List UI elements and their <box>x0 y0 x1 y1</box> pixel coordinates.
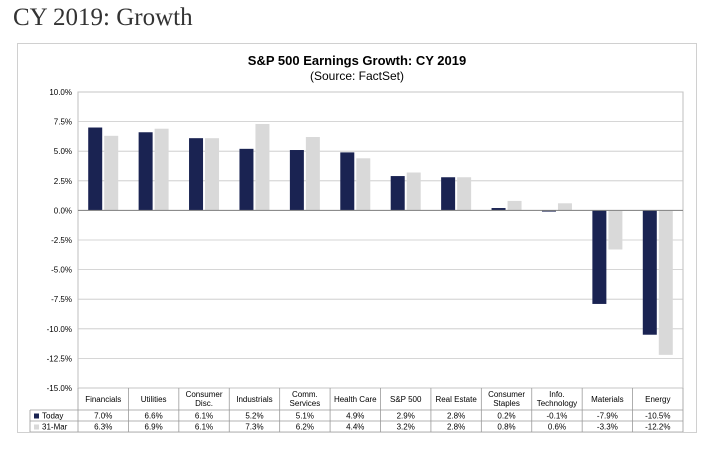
category-label: Energy <box>645 395 670 404</box>
y-tick-label: 7.5% <box>54 118 72 127</box>
category-label: Real Estate <box>435 395 477 404</box>
category-label: Consumer <box>186 390 223 399</box>
category-label: Utilities <box>141 395 167 404</box>
bar-31-mar <box>154 128 169 211</box>
category-label: Comm. <box>292 390 318 399</box>
bar-today <box>390 176 405 211</box>
bar-31-mar <box>305 136 320 211</box>
earnings-growth-chart: S&P 500 Earnings Growth: CY 2019 (Source… <box>29 53 684 433</box>
data-label: 2.8% <box>447 423 465 432</box>
bar-31-mar <box>658 210 673 355</box>
y-tick-label: -5.0% <box>51 266 72 275</box>
bar-today <box>592 210 607 304</box>
category-label: Disc. <box>195 399 213 408</box>
data-label: 7.3% <box>245 423 263 432</box>
bar-today <box>88 127 103 211</box>
category-label: Health Care <box>334 395 377 404</box>
bar-today <box>441 177 456 211</box>
y-tick-label: -2.5% <box>51 236 72 245</box>
bar-31-mar <box>507 200 522 211</box>
y-tick-label: -10.0% <box>47 325 72 334</box>
bar-31-mar <box>356 158 371 211</box>
category-label: Consumer <box>488 390 525 399</box>
bar-31-mar <box>104 135 119 211</box>
bar-31-mar <box>255 123 270 211</box>
bar-today <box>642 210 657 335</box>
y-tick-label: -12.5% <box>47 354 72 363</box>
y-tick-label: 10.0% <box>49 88 72 97</box>
data-label: 6.1% <box>195 412 213 421</box>
data-label: 6.1% <box>195 423 213 432</box>
chart-title: S&P 500 Earnings Growth: CY 2019 <box>248 53 466 68</box>
data-label: 3.2% <box>397 423 415 432</box>
data-label: -12.2% <box>645 423 670 432</box>
data-label: 6.9% <box>145 423 163 432</box>
category-label: Industrials <box>236 395 272 404</box>
gridlines <box>77 91 684 389</box>
data-label: -7.9% <box>597 412 618 421</box>
bar-today <box>138 132 153 211</box>
data-label: 5.2% <box>245 412 263 421</box>
bar-31-mar <box>557 203 572 211</box>
data-label: 5.1% <box>296 412 314 421</box>
data-label: 2.9% <box>397 412 415 421</box>
data-label: -10.5% <box>645 412 670 421</box>
data-label: 7.0% <box>94 412 112 421</box>
category-label: Info. <box>549 390 565 399</box>
category-label: Services <box>290 399 321 408</box>
data-label: 6.3% <box>94 423 112 432</box>
y-tick-label: 2.5% <box>54 177 72 186</box>
y-tick-label: 0.0% <box>54 206 72 215</box>
category-label: Staples <box>493 399 520 408</box>
legend-label: 31-Mar <box>42 423 68 432</box>
bar-31-mar <box>205 138 220 211</box>
y-axis-ticks: 10.0% 7.5% 5.0% 2.5% 0.0% -2.5% -5.0% -7.5% -10.… <box>47 88 72 393</box>
category-label: S&P 500 <box>390 395 422 404</box>
legend-label: Today <box>42 412 63 421</box>
data-label: 4.9% <box>346 412 364 421</box>
bar-today <box>541 210 556 212</box>
chart-subtitle: (Source: FactSet) <box>310 69 404 83</box>
legend-key-31-mar <box>34 424 39 430</box>
data-label: 0.6% <box>548 423 566 432</box>
data-label: -3.3% <box>597 423 618 432</box>
data-label: 0.8% <box>497 423 515 432</box>
bar-31-mar <box>406 172 421 211</box>
data-label: 6.6% <box>145 412 163 421</box>
category-label: Technology <box>537 399 577 408</box>
bar-31-mar <box>457 177 472 211</box>
bar-today <box>491 208 506 211</box>
y-tick-label: -15.0% <box>47 384 72 393</box>
y-tick-label: 5.0% <box>54 147 72 156</box>
category-label: Financials <box>85 395 121 404</box>
bar-today <box>289 150 304 211</box>
data-table: Financials 7.0% 6.3% Utilities 6.6% 6.9% Consu… <box>29 388 684 433</box>
bars <box>88 123 673 355</box>
page-heading: CY 2019: Growth <box>13 4 193 31</box>
y-tick-label: -7.5% <box>51 295 72 304</box>
category-label: Materials <box>591 395 623 404</box>
data-label: 2.8% <box>447 412 465 421</box>
bar-today <box>239 148 254 211</box>
bar-today <box>340 152 355 211</box>
legend-key-today <box>34 413 39 419</box>
data-label: 4.4% <box>346 423 364 432</box>
bar-today <box>189 138 204 211</box>
data-label: -0.1% <box>547 412 568 421</box>
data-label: 0.2% <box>497 412 515 421</box>
bar-31-mar <box>608 210 623 250</box>
chart-frame: S&P 500 Earnings Growth: CY 2019 (Source… <box>17 43 697 433</box>
data-label: 6.2% <box>296 423 314 432</box>
